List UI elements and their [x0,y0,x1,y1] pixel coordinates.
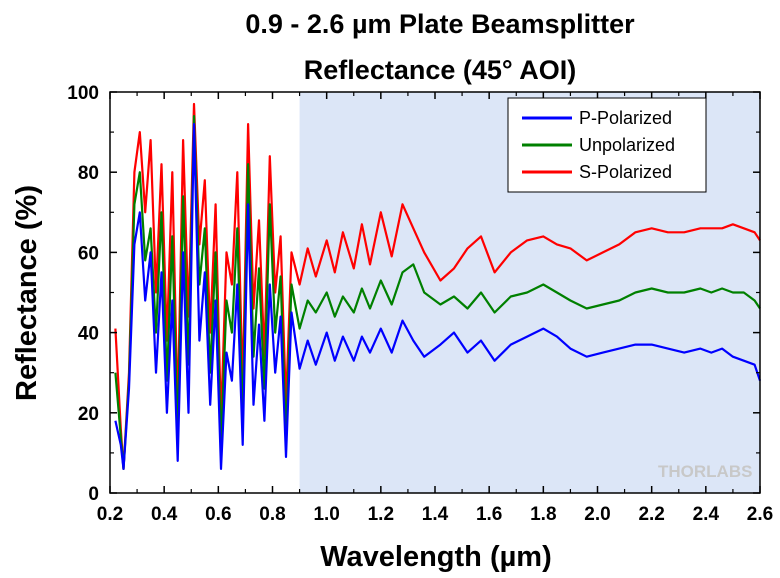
thorlabs-watermark: THORLABS [658,462,752,481]
plot-frame [109,91,761,494]
legend: P-Polarized Unpolarized S-Polarized [507,97,707,193]
y-tick-label: 60 [78,243,99,264]
x-tick-label: 2.0 [584,504,610,525]
x-tick-label: 0.4 [151,504,178,525]
legend-label-unpolarized: Unpolarized [579,135,675,155]
y-axis-title: Reflectance (%) [11,185,43,401]
x-tick-label: 0.2 [97,504,123,525]
y-tick-label: 80 [78,163,99,184]
x-tick-label: 2.2 [638,504,664,525]
series-line-p-polarized [114,122,762,470]
series-layer [114,102,762,470]
axis-ticks: 0.2 0.4 0.6 0.8 1.0 1.2 1.4 1.6 1.8 2.0 2.2 2.4 2.6 0… [67,83,773,525]
x-tick-label: 1.0 [313,504,339,525]
x-tick-label: 1.6 [476,504,502,525]
chart-title: 0.9 - 2.6 µm Plate Beamsplitter [245,9,635,39]
chart-subtitle: Reflectance (45° AOI) [304,55,576,85]
x-tick-label: 1.4 [422,504,449,525]
x-tick-label: 1.2 [368,504,394,525]
y-tick-label: 100 [67,83,99,104]
y-tick-label: 40 [78,324,99,345]
legend-label-s-polarized: S-Polarized [579,162,672,182]
y-tick-label: 20 [78,404,99,425]
x-axis-title: Wavelength (µm) [320,541,552,573]
legend-label-p-polarized: P-Polarized [579,108,672,128]
x-tick-label: 2.6 [747,504,773,525]
y-tick-label: 0 [88,484,99,505]
x-tick-label: 0.8 [259,504,285,525]
x-tick-label: 2.4 [693,504,720,525]
x-tick-label: 1.8 [530,504,556,525]
x-tick-label: 0.6 [205,504,231,525]
